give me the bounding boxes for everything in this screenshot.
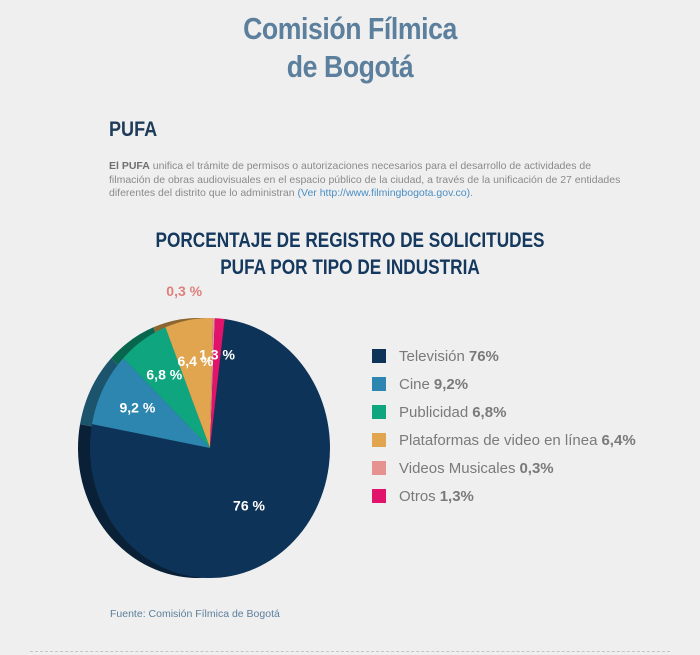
legend-label: Televisión: [399, 347, 465, 365]
intro-bold: El PUFA: [109, 160, 150, 172]
pie-slice-6: [210, 318, 225, 448]
legend-value: 6,8%: [472, 403, 507, 421]
legend-swatch: [372, 405, 386, 419]
legend-swatch: [372, 377, 386, 391]
source-text: Comisión Fílmica de Bogotá: [148, 608, 280, 620]
pie-slice-1: [90, 318, 331, 579]
slice-label-2: 9,2 %: [119, 400, 155, 416]
chart-title-line-1: PORCENTAJE DE REGISTRO DE SOLICITUDES: [155, 229, 545, 252]
slice-label-3: 6,8 %: [146, 367, 182, 383]
title-line-2: de Bogotá: [286, 49, 414, 84]
slice-label-4: 6,4 %: [177, 353, 213, 369]
chart-title-line-2: PUFA POR TIPO DE INDUSTRIA: [220, 256, 480, 279]
pie-slice-4: [165, 317, 213, 448]
legend-label: Plataformas de video en línea: [399, 431, 598, 449]
legend-swatch: [372, 489, 386, 503]
bottom-divider: [30, 651, 670, 652]
pie-slice-2: [92, 358, 210, 448]
legend-value: 9,2%: [433, 375, 469, 393]
slice-label-5: 0,3 %: [166, 283, 202, 299]
legend-value: 6,4%: [601, 431, 636, 449]
legend-label: Otros: [399, 487, 436, 505]
legend-value: 0,3%: [519, 459, 554, 477]
slice-label-6: 1,3 %: [199, 347, 235, 363]
pie-slice-5: [210, 318, 215, 448]
legend-value: 1,3%: [439, 487, 474, 505]
source-note: Fuente: Comisión Fílmica de Bogotá: [110, 608, 280, 620]
source-label: Fuente:: [110, 608, 146, 620]
chart-title: PORCENTAJE DE REGISTRO DE SOLICITUDES PU…: [63, 227, 637, 281]
legend-item-3: Publicidad 6,8%: [372, 398, 636, 426]
intro-paragraph: El PUFA unifica el trámite de permisos o…: [109, 160, 629, 201]
legend-value: 76%: [468, 347, 499, 365]
slice-label-1: 76 %: [233, 498, 265, 514]
legend-label: Cine: [399, 375, 430, 393]
section-heading: PUFA: [109, 118, 158, 141]
pie-slice-3: [123, 327, 210, 448]
intro-link[interactable]: (Ver http://www.filmingbogota.gov.co): [297, 187, 471, 199]
legend-label: Publicidad: [399, 403, 469, 421]
legend-label: Videos Musicales: [399, 459, 516, 477]
legend-item-2: Cine 9,2%: [372, 370, 636, 398]
legend-item-4: Plataformas de video en línea 6,4%: [372, 426, 636, 454]
intro-text: unifica el trámite de permisos o autoriz…: [109, 160, 621, 199]
legend-item-5: Videos Musicales 0,3%: [372, 454, 636, 482]
page-title: Comisión Fílmica de Bogotá: [49, 10, 651, 86]
legend-item-1: Televisión 76%: [372, 342, 636, 370]
legend-swatch: [372, 433, 386, 447]
title-line-1: Comisión Fílmica: [243, 11, 457, 46]
intro-end: .: [470, 187, 474, 199]
legend-item-6: Otros 1,3%: [372, 482, 636, 510]
legend-swatch: [372, 349, 386, 363]
legend-swatch: [372, 461, 386, 475]
chart-legend: Televisión 76% Cine 9,2% Publicidad 6,8% Plata…: [372, 342, 636, 510]
